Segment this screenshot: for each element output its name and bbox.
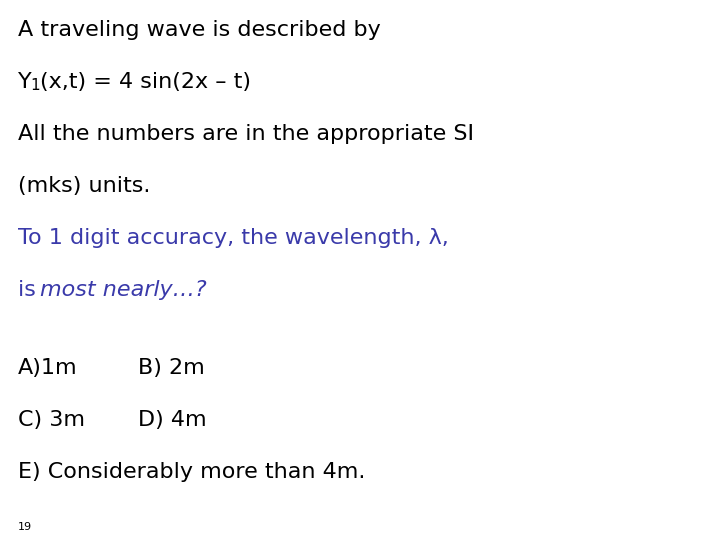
Text: E) Considerably more than 4m.: E) Considerably more than 4m. (18, 462, 365, 482)
Text: 1: 1 (30, 78, 40, 93)
Text: A traveling wave is described by: A traveling wave is described by (18, 20, 381, 40)
Text: D) 4m: D) 4m (138, 410, 207, 430)
Text: A)1m: A)1m (18, 358, 78, 378)
Text: 19: 19 (18, 522, 32, 532)
Text: (x,t) = 4 sin(2x – t): (x,t) = 4 sin(2x – t) (40, 72, 251, 92)
Text: (mks) units.: (mks) units. (18, 176, 150, 196)
Text: Y: Y (18, 72, 32, 92)
Text: B) 2m: B) 2m (138, 358, 204, 378)
Text: is: is (18, 280, 43, 300)
Text: most nearly…?: most nearly…? (40, 280, 207, 300)
Text: To 1 digit accuracy, the wavelength, λ,: To 1 digit accuracy, the wavelength, λ, (18, 228, 449, 248)
Text: All the numbers are in the appropriate SI: All the numbers are in the appropriate S… (18, 124, 474, 144)
Text: C) 3m: C) 3m (18, 410, 85, 430)
